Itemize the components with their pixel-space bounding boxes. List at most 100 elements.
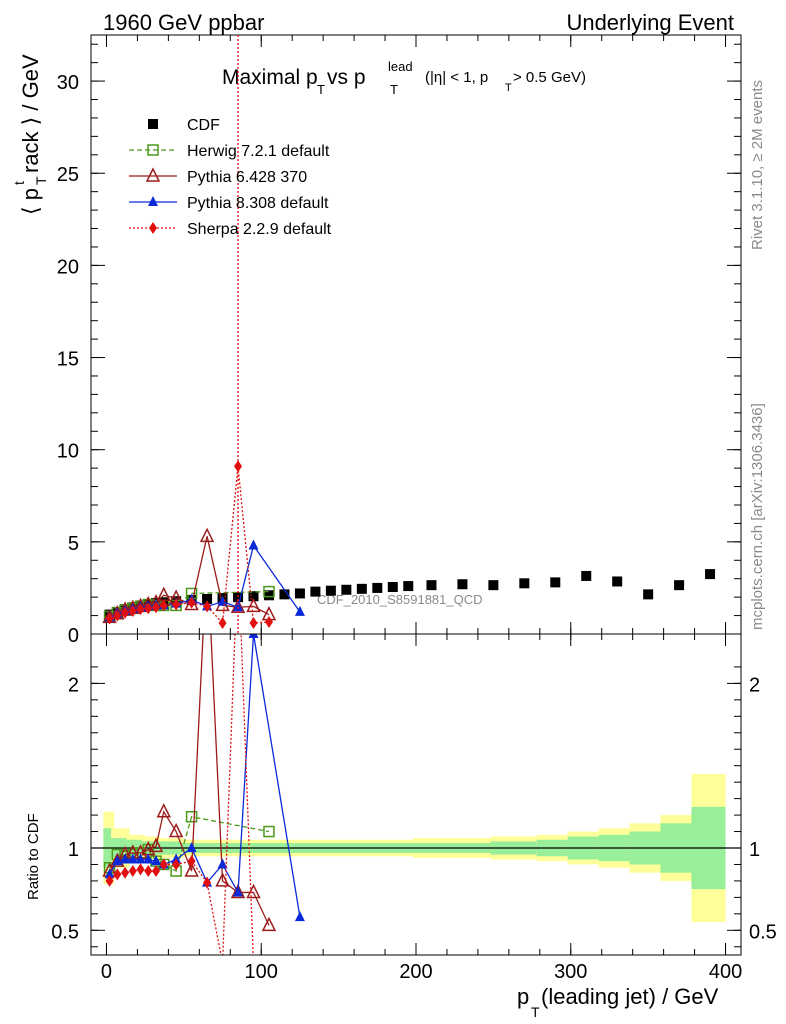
main-y-tick-label: 30 — [57, 72, 79, 94]
data-point — [643, 589, 654, 600]
data-point — [151, 855, 161, 866]
main-panel: 0 5 10 15 20 25 30 — [57, 34, 742, 647]
title-main: Maximal p — [222, 66, 318, 89]
ratio-y-axis-label: Ratio to CDF — [25, 813, 42, 900]
data-point — [113, 868, 122, 881]
data-point — [457, 579, 468, 590]
header-right: Underlying Event — [566, 10, 734, 35]
data-point — [104, 868, 115, 879]
ratio-series-pythia — [104, 634, 305, 922]
legend-item: Pythia 6.428 370 — [129, 167, 307, 186]
main-y-tick-label: 10 — [57, 441, 79, 463]
data-point — [233, 592, 244, 603]
data-point — [185, 810, 198, 823]
data-point — [168, 822, 184, 838]
plot-title: Maximal p T vs p lead T (|η| < 1, p T > … — [222, 59, 586, 97]
legend-label: CDF — [187, 117, 220, 134]
ratio-y-tick-label-right: 0.5 — [749, 921, 777, 943]
title-sub2: T — [390, 82, 398, 97]
data-point — [249, 616, 258, 629]
x-axis-label: p T (leading jet) / GeV — [517, 984, 719, 1020]
data-point — [264, 616, 273, 629]
main-series-sherpa — [105, 460, 273, 629]
x-tick-label: 100 — [245, 961, 278, 983]
ratio-frame — [90, 633, 742, 956]
title-sub1: T — [317, 82, 325, 97]
data-point — [217, 858, 228, 869]
data-point — [674, 580, 685, 591]
data-point — [135, 853, 146, 864]
data-point — [263, 590, 274, 601]
series-line — [109, 634, 301, 918]
title-cut-sub: T — [505, 82, 512, 94]
data-point — [128, 604, 137, 617]
data-point — [426, 580, 437, 591]
legend-marker — [145, 167, 161, 182]
data-point — [127, 853, 138, 864]
data-point — [233, 601, 244, 612]
legend-marker — [148, 119, 158, 129]
ylabel-rest: rack ⟩ / GeV — [18, 54, 43, 173]
data-point — [128, 865, 137, 878]
data-point — [248, 539, 259, 550]
data-point — [279, 589, 290, 600]
data-point — [187, 596, 196, 609]
data-point — [294, 605, 305, 616]
title-cut: (|η| < 1, p — [425, 69, 488, 86]
data-point — [144, 865, 153, 878]
ratio-y-tick-label-right: 1 — [749, 839, 760, 861]
title-sup-lead: lead — [388, 59, 413, 74]
ratio-y-tick-label: 1 — [68, 839, 79, 861]
data-point — [219, 957, 227, 969]
data-point — [550, 577, 561, 588]
data-point — [159, 858, 168, 871]
data-point — [121, 606, 130, 619]
data-point — [136, 863, 145, 876]
data-point — [403, 581, 414, 592]
data-point — [519, 578, 530, 589]
title-cut-end: > 0.5 GeV) — [513, 69, 586, 86]
legend-item: Pythia 8.308 default — [129, 195, 329, 212]
legend-item: CDF — [148, 117, 220, 134]
data-point — [246, 597, 261, 613]
data-point — [372, 582, 383, 593]
data-point — [341, 584, 352, 595]
data-point — [199, 527, 215, 543]
ratio-series-sherpa — [105, 634, 254, 969]
data-point — [105, 612, 114, 625]
legend-marker — [148, 196, 158, 206]
data-point — [186, 842, 197, 852]
xlabel-rest: (leading jet) / GeV — [541, 984, 719, 1009]
data-point — [325, 585, 336, 596]
xlabel-sub: T — [531, 1004, 540, 1020]
header-left: 1960 GeV ppbar — [103, 10, 264, 35]
data-point — [294, 911, 305, 922]
rivet-label: Rivet 3.1.10, ≥ 2M events — [749, 80, 766, 250]
ratio-y-tick-label: 2 — [68, 674, 79, 696]
x-tick-label: 200 — [399, 961, 432, 983]
data-point — [263, 825, 275, 838]
x-tick-label: 0 — [101, 961, 112, 983]
legend-item: Herwig 7.2.1 default — [129, 143, 330, 160]
data-point — [294, 588, 305, 599]
ylabel-sup: t — [11, 181, 27, 185]
data-point — [121, 866, 130, 879]
data-point — [581, 570, 592, 581]
data-point — [148, 837, 164, 853]
data-point — [152, 865, 160, 878]
data-point — [203, 876, 212, 889]
data-point — [248, 634, 259, 638]
main-y-tick-label: 25 — [57, 164, 79, 186]
main-y-tick-label: 0 — [68, 625, 79, 647]
data-point — [172, 858, 181, 871]
main-y-tick-label: 15 — [57, 349, 79, 371]
legend-label: Herwig 7.2.1 default — [187, 143, 330, 160]
xlabel: p — [517, 984, 529, 1009]
main-y-axis-label: ⟨ p t T rack ⟩ / GeV — [11, 54, 49, 215]
data-point — [112, 855, 123, 866]
ratio-y-tick-label: 0.5 — [51, 921, 79, 943]
data-point — [705, 569, 716, 580]
legend-marker — [147, 144, 159, 156]
x-tick-label: 400 — [709, 961, 742, 983]
